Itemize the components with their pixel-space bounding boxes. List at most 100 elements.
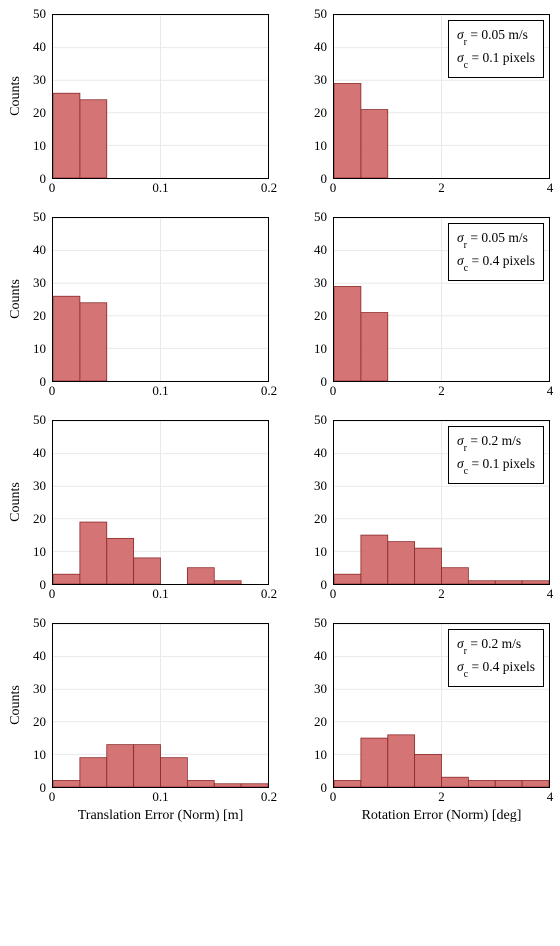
x-tick: 0 [49,383,56,399]
x-tick: 0 [49,789,56,805]
legend-box: σr = 0.2 m/sσc = 0.1 pixels [448,426,544,484]
bar [361,738,388,787]
x-ticks: 00.10.2 [52,586,269,604]
y-ticks: 01020304050 [291,14,331,179]
y-tick: 40 [314,39,327,55]
panel-row1-right: 01020304050σr = 0.05 m/sσc = 0.4 pixels0… [291,217,550,400]
x-tick: 0.1 [152,180,168,196]
y-tick: 30 [33,681,46,697]
bar [388,735,415,787]
y-tick: 30 [33,275,46,291]
y-tick: 10 [33,747,46,763]
y-tick: 40 [33,242,46,258]
y-tick: 20 [33,308,46,324]
bar [334,83,361,178]
legend-sigma-c: σc = 0.1 pixels [457,454,535,477]
x-ticks: 024 [333,383,550,401]
plot-area: σr = 0.2 m/sσc = 0.1 pixels [333,420,550,585]
plot-area [52,623,269,788]
x-ticks: 024 [333,789,550,807]
y-tick: 30 [33,72,46,88]
bar [214,784,241,787]
panel-row3-left: Counts0102030405000.10.2Translation Erro… [10,623,269,824]
bar [415,548,442,584]
x-tick: 0.2 [261,383,277,399]
x-tick: 0 [330,180,337,196]
y-tick: 10 [33,138,46,154]
plot-area [52,14,269,179]
y-tick: 50 [314,615,327,631]
y-tick: 40 [314,648,327,664]
x-tick: 4 [547,586,554,602]
x-axis-label: Translation Error (Norm) [m] [52,808,269,824]
y-tick: 20 [33,105,46,121]
y-tick: 20 [314,105,327,121]
y-tick: 50 [33,209,46,225]
bar [522,581,549,584]
bar [187,780,214,787]
y-tick: 40 [33,648,46,664]
legend-sigma-r: σr = 0.2 m/s [457,634,535,657]
bar [134,558,161,584]
bar [415,754,442,787]
panel-row2-right: 01020304050σr = 0.2 m/sσc = 0.1 pixels02… [291,420,550,603]
y-tick: 20 [314,308,327,324]
bar [442,568,469,584]
bar [80,303,107,381]
y-tick: 10 [314,138,327,154]
y-tick: 0 [321,171,328,187]
bar [187,568,214,584]
bar [214,581,241,584]
y-tick: 20 [314,511,327,527]
panel-row0-left: Counts0102030405000.10.2 [10,14,269,197]
histogram-svg [53,15,268,178]
x-tick: 0 [330,383,337,399]
bar [334,574,361,584]
plot-area: σr = 0.05 m/sσc = 0.1 pixels [333,14,550,179]
plot-area [52,217,269,382]
bar [107,538,134,584]
y-tick: 40 [33,39,46,55]
x-tick: 2 [438,383,445,399]
plot-area: σr = 0.2 m/sσc = 0.4 pixels [333,623,550,788]
y-tick: 0 [40,577,47,593]
x-tick: 0 [49,586,56,602]
y-tick: 20 [33,511,46,527]
y-tick: 50 [314,6,327,22]
bar [53,296,80,381]
x-tick: 4 [547,383,554,399]
bar [361,535,388,584]
bar [53,93,80,178]
y-tick: 50 [314,209,327,225]
y-ticks: 01020304050 [10,623,50,788]
bar [53,780,80,787]
y-tick: 10 [33,544,46,560]
y-tick: 30 [314,478,327,494]
bar [495,581,522,584]
x-tick: 0.1 [152,789,168,805]
panel-row3-right: 01020304050σr = 0.2 m/sσc = 0.4 pixels02… [291,623,550,824]
y-tick: 10 [314,544,327,560]
x-tick: 0 [49,180,56,196]
y-tick: 30 [314,72,327,88]
y-tick: 0 [321,780,328,796]
y-tick: 30 [33,478,46,494]
x-ticks: 00.10.2 [52,383,269,401]
x-ticks: 00.10.2 [52,789,269,807]
y-tick: 30 [314,681,327,697]
bar [361,110,388,178]
x-ticks: 024 [333,586,550,604]
x-tick: 2 [438,180,445,196]
y-tick: 40 [314,445,327,461]
x-tick: 2 [438,789,445,805]
y-tick: 20 [33,714,46,730]
x-tick: 4 [547,789,554,805]
bar [107,745,134,787]
y-ticks: 01020304050 [291,623,331,788]
y-tick: 50 [33,412,46,428]
bar [442,777,469,787]
y-tick: 0 [40,780,47,796]
bar [334,286,361,381]
legend-sigma-c: σc = 0.4 pixels [457,657,535,680]
plot-area [52,420,269,585]
